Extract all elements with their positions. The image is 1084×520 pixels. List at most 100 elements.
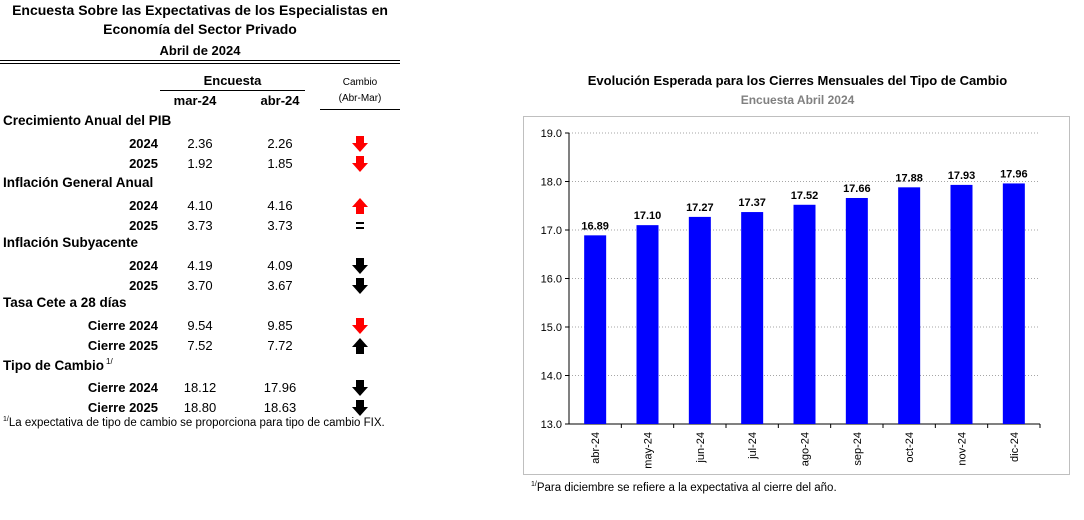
bar	[793, 204, 816, 424]
value-mar: 3.70	[187, 278, 213, 293]
cambio-subheader: (Abr-Mar)	[338, 93, 382, 104]
arrow-down-icon	[350, 257, 370, 275]
value-abr: 9.85	[267, 318, 293, 333]
expectations-table: Encuesta Sobre las Expectativas de los E…	[0, 0, 415, 520]
x-tick-label: sep-24	[852, 432, 864, 466]
arrow-down-icon	[350, 155, 370, 173]
section-title: Inflación General Anual	[3, 175, 153, 190]
bar	[584, 235, 607, 424]
x-tick-label: abr-24	[590, 432, 602, 464]
x-tick-label: dic-24	[1009, 432, 1021, 462]
value-mar: 4.19	[187, 258, 213, 273]
chart-footnote-marker: 1/	[531, 481, 537, 488]
section-title: Crecimiento Anual del PIB	[3, 113, 171, 128]
exchange-rate-bar-chart: 13.0 14.0 15.0 16.0 17.0 18.0 19.0 16.89 abr-24 1…	[541, 128, 1041, 469]
bar	[636, 225, 659, 424]
title-divider-top	[0, 60, 400, 61]
table-footnote: 1/La expectativa de tipo de cambio se pr…	[3, 416, 385, 429]
arrow-down-icon	[350, 277, 370, 295]
row-label: Cierre 2025	[87, 338, 158, 353]
bar-value-label: 17.88	[895, 172, 923, 184]
bar-value-label: 17.93	[948, 170, 976, 182]
value-abr: 1.85	[267, 156, 293, 171]
chart-footnote: 1/Para diciembre se refiere a la expecta…	[531, 481, 837, 494]
bar-value-label: 17.66	[843, 183, 871, 195]
arrow-up-icon	[350, 197, 370, 215]
section-title: Tasa Cete a 28 días	[3, 295, 127, 310]
title-divider-bottom	[0, 63, 400, 64]
bar	[845, 197, 868, 424]
x-tick-label: jul-24	[747, 432, 759, 460]
cambio-underline	[320, 109, 400, 110]
row-label: 2024	[129, 258, 158, 273]
chart-subtitle: Encuesta Abril 2024	[740, 93, 855, 107]
row-label: 2024	[129, 136, 158, 151]
value-mar: 4.10	[187, 198, 213, 213]
x-tick-label: ago-24	[800, 432, 812, 466]
section-title-footnote-marker: 1/	[106, 357, 113, 366]
column-header-abr: abr-24	[260, 93, 300, 108]
bar-value-label: 17.37	[738, 197, 766, 209]
bar	[898, 187, 921, 424]
row-label: Cierre 2024	[87, 380, 158, 395]
value-mar: 18.80	[183, 400, 217, 415]
table-footnote-marker: 1/	[3, 416, 9, 423]
arrow-up-icon	[350, 337, 370, 355]
value-abr: 3.73	[267, 218, 293, 233]
table-title-line1: Encuesta Sobre las Expectativas de los E…	[12, 2, 388, 18]
section-title-text: Tipo de Cambio	[3, 358, 105, 373]
table-title-line2: Economía del Sector Privado	[103, 21, 297, 37]
arrow-down-icon	[350, 317, 370, 335]
row-label: 2025	[129, 156, 158, 171]
value-abr: 7.72	[267, 338, 293, 353]
y-tick-label: 19.0	[541, 128, 562, 140]
section-title: Inflación Subyacente	[3, 235, 138, 250]
bar	[688, 216, 711, 424]
y-tick-label: 15.0	[541, 322, 562, 334]
y-tick-label: 17.0	[541, 225, 562, 237]
cambio-header: Cambio	[342, 77, 378, 88]
chart-frame	[523, 116, 1070, 475]
section-title-text: Inflación Subyacente	[3, 235, 139, 250]
bar-value-label: 17.96	[1000, 168, 1028, 180]
value-mar: 2.36	[187, 136, 213, 151]
equal-icon	[350, 217, 370, 235]
row-label: 2024	[129, 198, 158, 213]
arrow-down-icon	[350, 379, 370, 397]
section-title-text: Crecimiento Anual del PIB	[3, 113, 172, 128]
section-title-text: Tasa Cete a 28 días	[3, 295, 127, 310]
bar	[950, 184, 973, 424]
x-tick-label: may-24	[643, 432, 655, 469]
encuesta-underline	[160, 90, 305, 91]
value-mar: 7.52	[187, 338, 213, 353]
value-abr: 17.96	[263, 380, 297, 395]
value-abr: 18.63	[263, 400, 297, 415]
value-abr: 4.09	[267, 258, 293, 273]
y-tick-label: 13.0	[541, 419, 562, 431]
bar	[741, 212, 764, 424]
arrow-down-icon	[350, 135, 370, 153]
bar-value-label: 17.27	[686, 202, 714, 214]
x-tick-label: nov-24	[957, 432, 969, 466]
bar-value-label: 16.89	[581, 220, 609, 232]
value-abr: 4.16	[267, 198, 293, 213]
x-tick-label: jun-24	[695, 432, 707, 464]
arrow-down-icon	[350, 399, 370, 417]
y-tick-label: 16.0	[541, 274, 562, 286]
table-footnote-text: La expectativa de tipo de cambio se prop…	[8, 417, 385, 429]
encuesta-header: Encuesta	[203, 73, 262, 88]
column-header-mar: mar-24	[173, 93, 217, 108]
value-mar: 3.73	[187, 218, 213, 233]
section-title: Tipo de Cambio 1/	[3, 357, 113, 373]
bar-value-label: 17.52	[791, 190, 819, 202]
y-tick-label: 14.0	[541, 371, 562, 383]
row-label: 2025	[129, 278, 158, 293]
value-abr: 3.67	[267, 278, 293, 293]
section-title-text: Inflación General Anual	[3, 175, 154, 190]
row-label: Cierre 2024	[87, 318, 158, 333]
x-tick-label: oct-24	[904, 432, 916, 463]
value-mar: 18.12	[183, 380, 217, 395]
y-tick-label: 18.0	[541, 177, 562, 189]
row-label: Cierre 2025	[87, 400, 158, 415]
bar	[1002, 183, 1025, 424]
